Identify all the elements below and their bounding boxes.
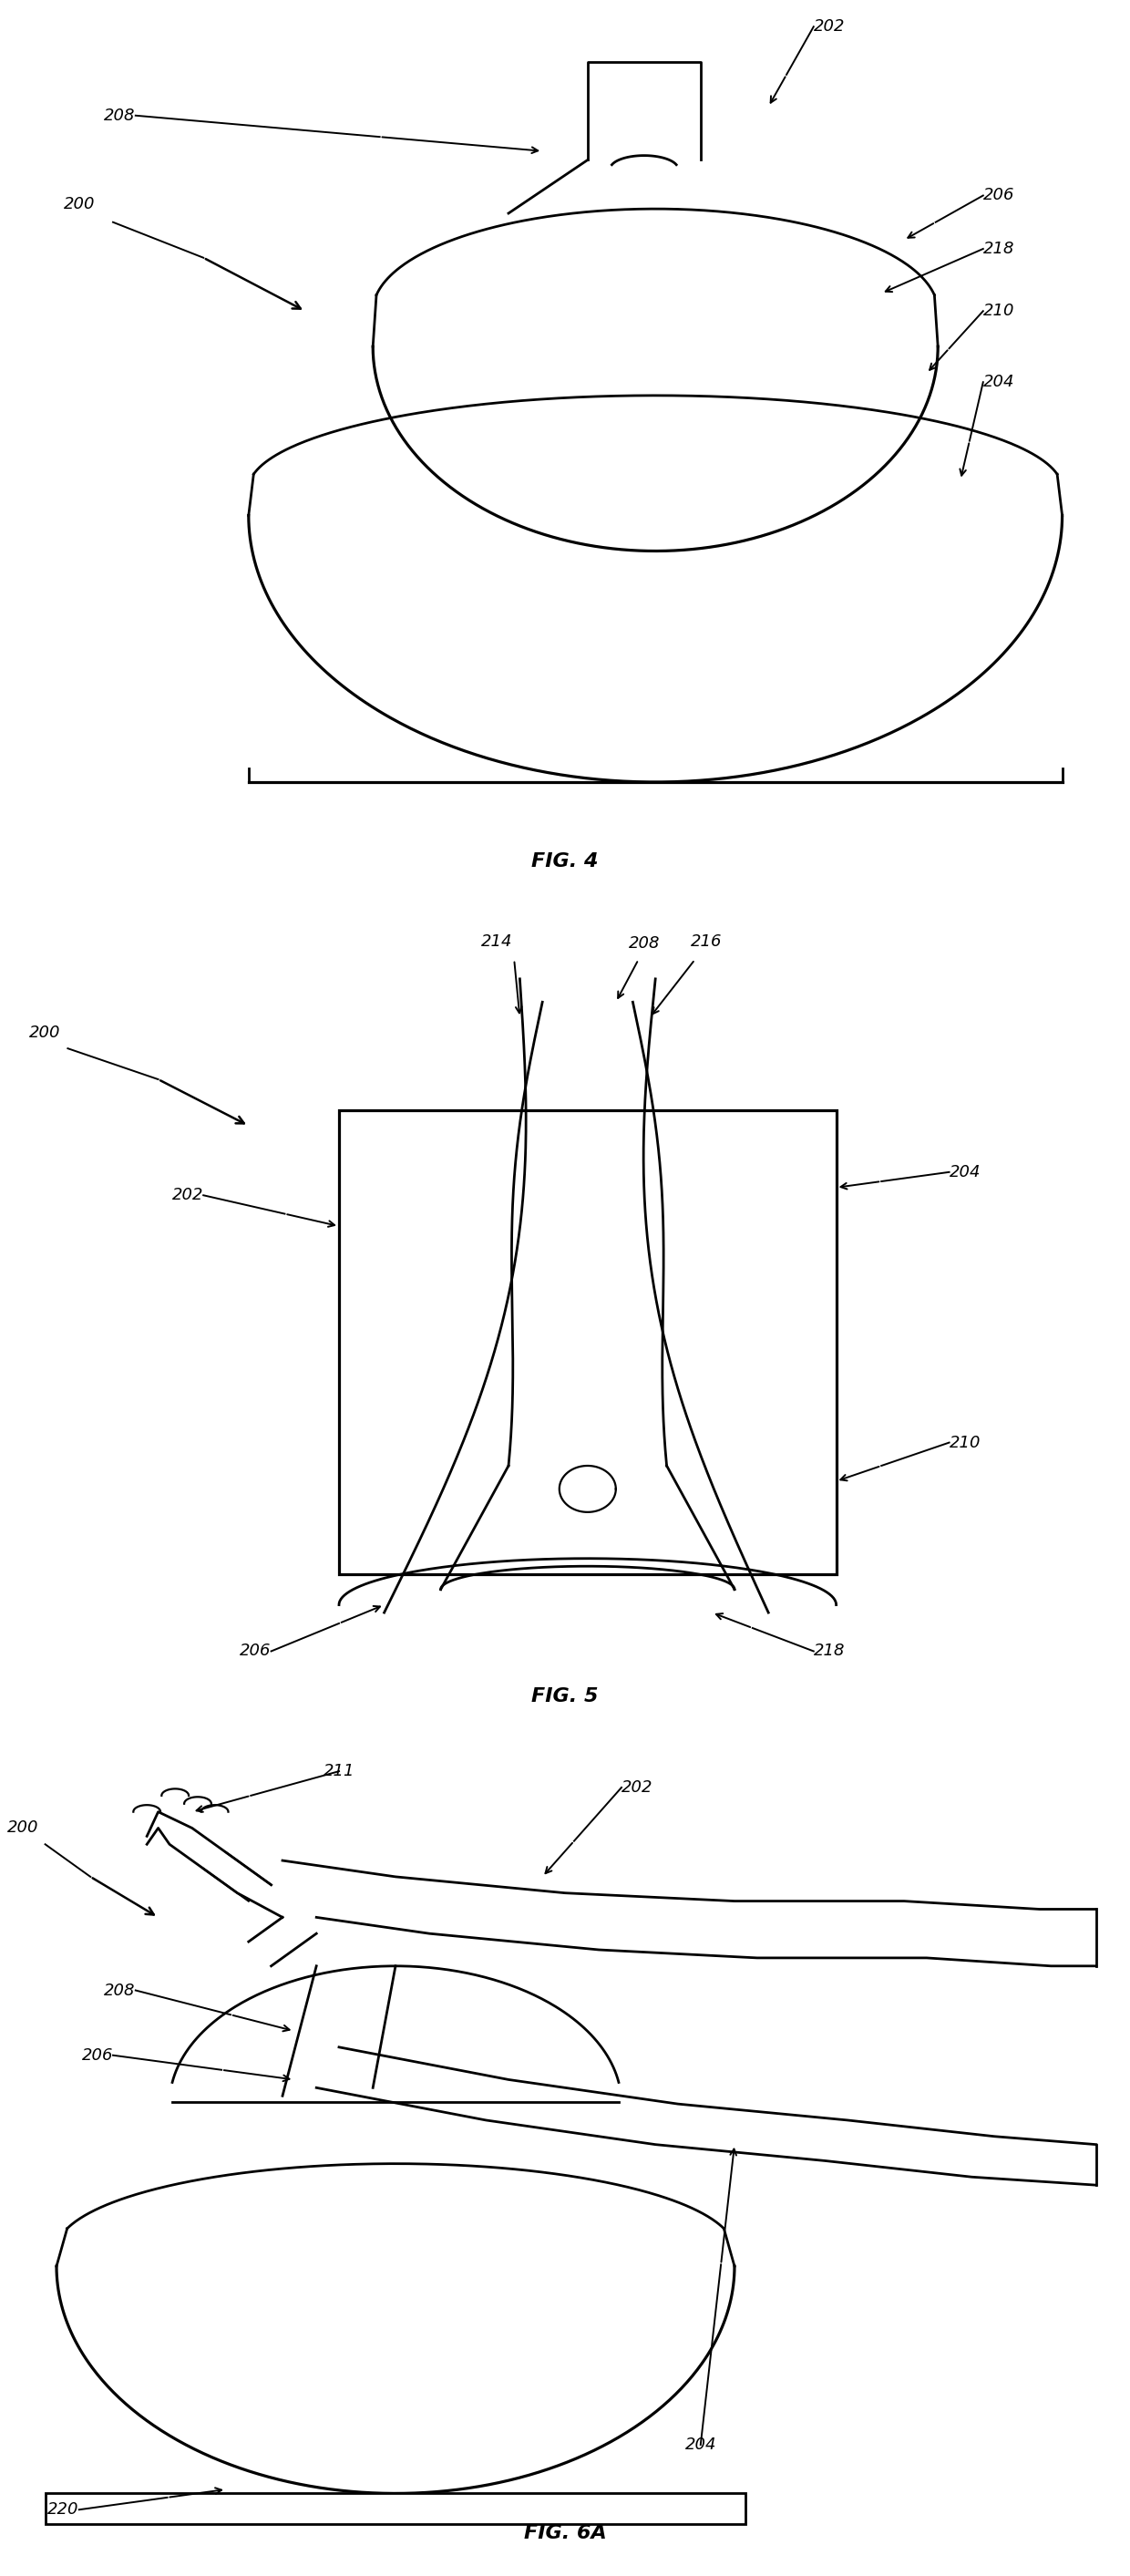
- Text: 218: 218: [814, 1643, 845, 1659]
- Text: 204: 204: [983, 374, 1015, 392]
- Text: FIG. 5: FIG. 5: [531, 1687, 599, 1705]
- Text: 204: 204: [949, 1164, 981, 1180]
- Text: 200: 200: [29, 1025, 61, 1041]
- Text: 220: 220: [47, 2501, 79, 2517]
- Text: 210: 210: [949, 1435, 981, 1450]
- Text: 204: 204: [685, 2437, 716, 2452]
- Text: FIG. 4: FIG. 4: [531, 853, 599, 871]
- Text: 208: 208: [104, 108, 136, 124]
- Text: 206: 206: [240, 1643, 271, 1659]
- Text: FIG. 6A: FIG. 6A: [523, 2524, 607, 2543]
- Text: 210: 210: [983, 304, 1015, 319]
- Text: 218: 218: [983, 240, 1015, 258]
- Text: 208: 208: [628, 935, 660, 951]
- Text: 202: 202: [622, 1780, 653, 1795]
- Text: 206: 206: [983, 188, 1015, 204]
- Bar: [45, 2494, 746, 2524]
- Text: 211: 211: [323, 1762, 355, 1780]
- Text: 214: 214: [481, 933, 513, 951]
- Text: 206: 206: [81, 2048, 113, 2063]
- Text: 200: 200: [63, 196, 95, 214]
- Bar: [339, 1110, 836, 1574]
- Text: 208: 208: [104, 1981, 136, 1999]
- Text: 202: 202: [814, 18, 845, 36]
- Text: 216: 216: [690, 933, 722, 951]
- Text: 202: 202: [172, 1188, 203, 1203]
- Text: 200: 200: [7, 1819, 38, 1837]
